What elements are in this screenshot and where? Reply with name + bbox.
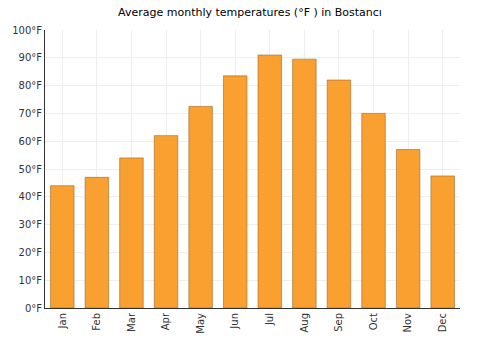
svg-text:80°F: 80°F [19, 80, 43, 91]
svg-text:Jun: Jun [229, 313, 240, 330]
svg-text:Sep: Sep [333, 313, 344, 332]
svg-text:70°F: 70°F [19, 108, 43, 119]
svg-text:May: May [195, 313, 206, 334]
svg-text:Aug: Aug [299, 313, 310, 333]
svg-text:20°F: 20°F [19, 247, 43, 258]
svg-text:Oct: Oct [368, 313, 379, 330]
svg-text:100°F: 100°F [12, 25, 42, 36]
svg-text:Dec: Dec [437, 313, 448, 332]
svg-text:90°F: 90°F [19, 52, 43, 63]
svg-text:Nov: Nov [402, 313, 413, 333]
svg-text:Mar: Mar [126, 312, 137, 332]
svg-text:60°F: 60°F [19, 136, 43, 147]
svg-text:Jan: Jan [57, 313, 68, 329]
svg-text:Feb: Feb [91, 313, 102, 331]
svg-text:30°F: 30°F [19, 219, 43, 230]
svg-text:Average monthly temperatures (: Average monthly temperatures (°F ) in Bo… [118, 6, 382, 19]
svg-text:Jul: Jul [264, 313, 275, 326]
svg-text:0°F: 0°F [25, 303, 42, 314]
svg-text:50°F: 50°F [19, 164, 43, 175]
svg-text:40°F: 40°F [19, 191, 43, 202]
svg-text:Apr: Apr [160, 312, 171, 330]
svg-text:10°F: 10°F [19, 275, 43, 286]
